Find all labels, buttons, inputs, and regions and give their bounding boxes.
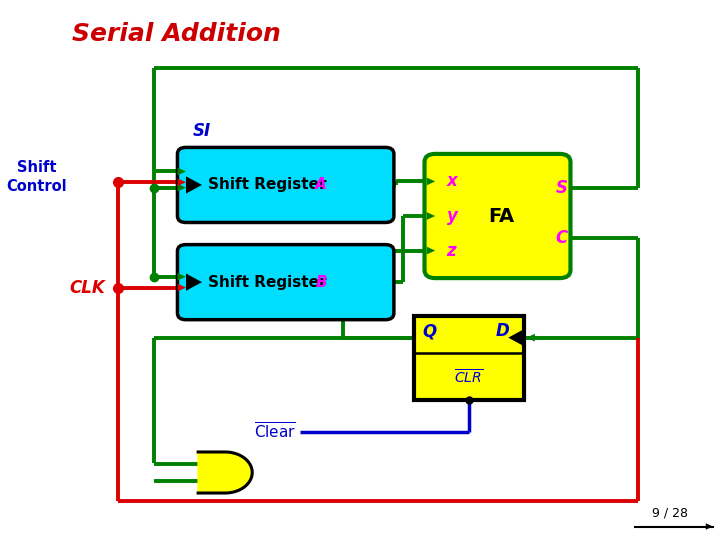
Text: Q: Q — [423, 322, 436, 340]
Polygon shape — [177, 167, 186, 176]
Polygon shape — [186, 176, 202, 194]
Text: 9 / 28: 9 / 28 — [652, 507, 688, 519]
Text: z: z — [446, 241, 456, 260]
Text: SI: SI — [193, 123, 211, 140]
Text: Shift Register: Shift Register — [208, 275, 332, 289]
FancyBboxPatch shape — [414, 316, 524, 400]
Text: D: D — [495, 322, 510, 340]
Text: FA: FA — [488, 206, 514, 226]
Polygon shape — [177, 184, 186, 192]
Text: $\overline{\rm Clear}$: $\overline{\rm Clear}$ — [254, 422, 297, 442]
Text: C: C — [556, 228, 568, 247]
Text: Serial Addition: Serial Addition — [72, 22, 281, 45]
Polygon shape — [186, 273, 202, 291]
Polygon shape — [427, 178, 435, 185]
Polygon shape — [508, 329, 524, 346]
Polygon shape — [427, 247, 435, 254]
Text: S: S — [556, 179, 567, 197]
Text: Shift Register: Shift Register — [208, 178, 332, 192]
Polygon shape — [177, 178, 186, 186]
Polygon shape — [177, 273, 186, 281]
Polygon shape — [526, 334, 535, 341]
FancyBboxPatch shape — [177, 147, 394, 222]
FancyBboxPatch shape — [425, 154, 570, 278]
Text: Shift
Control: Shift Control — [6, 160, 67, 194]
Polygon shape — [198, 452, 252, 493]
Polygon shape — [706, 523, 713, 530]
Text: B: B — [315, 275, 327, 289]
Text: A: A — [315, 178, 327, 192]
Text: CLK: CLK — [70, 279, 106, 296]
FancyBboxPatch shape — [177, 245, 394, 320]
Text: y: y — [446, 207, 457, 225]
Polygon shape — [177, 284, 186, 292]
Text: x: x — [446, 172, 457, 191]
Polygon shape — [427, 212, 435, 220]
Text: $\overline{CLR}$: $\overline{CLR}$ — [454, 368, 484, 386]
